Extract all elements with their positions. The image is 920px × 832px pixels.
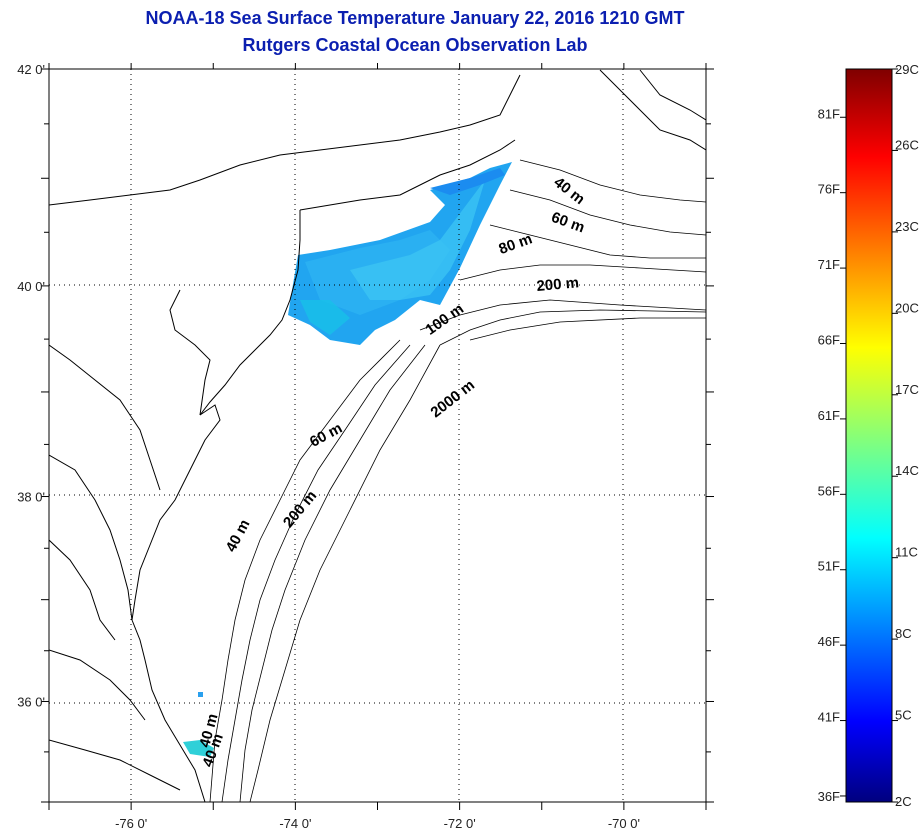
colorbar-label-fahrenheit: 61F xyxy=(818,408,840,423)
colorbar-label-fahrenheit: 76F xyxy=(818,182,840,197)
colorbar-label-celsius: 8C xyxy=(895,626,912,641)
sst-data-swath xyxy=(183,162,512,757)
colorbar-label-fahrenheit: 46F xyxy=(818,634,840,649)
temperature-colorbar: 29C 26C 23C 20C 17C 14C 11C 8C 5C 2C 81F 76F 71F 66F… xyxy=(818,62,919,809)
colorbar-label-fahrenheit: 36F xyxy=(818,789,840,804)
lat-label: 36 0' xyxy=(17,694,45,709)
colorbar-label-celsius: 17C xyxy=(895,382,919,397)
colorbar-label-celsius: 26C xyxy=(895,137,919,152)
colorbar-label-celsius: 11C xyxy=(895,545,918,560)
lat-label: 40 0' xyxy=(17,279,45,294)
colorbar-label-fahrenheit: 51F xyxy=(818,559,840,574)
colorbar-label-celsius: 14C xyxy=(895,463,919,478)
colorbar-label-celsius: 20C xyxy=(895,300,919,315)
lon-label: -76 0' xyxy=(115,816,147,831)
colorbar-label-celsius: 23C xyxy=(895,219,919,234)
colorbar-label-fahrenheit: 66F xyxy=(818,332,840,347)
contour-label: 200 m xyxy=(536,274,580,295)
colorbar-label-celsius: 5C xyxy=(895,708,912,723)
axis-ticks xyxy=(41,63,714,810)
coastline xyxy=(49,69,706,802)
lat-label: 38 0' xyxy=(17,490,45,505)
colorbar-gradient xyxy=(845,68,893,803)
colorbar-label-celsius: 2C xyxy=(895,794,912,809)
lon-label: -70 0' xyxy=(608,816,640,831)
colorbar-label-fahrenheit: 41F xyxy=(818,710,840,725)
map-frame xyxy=(48,68,707,803)
longitude-labels: -76 0' -74 0' -72 0' -70 0' xyxy=(115,816,640,831)
graticule xyxy=(49,69,706,802)
lon-label: -72 0' xyxy=(444,816,476,831)
map-title: NOAA-18 Sea Surface Temperature January … xyxy=(145,8,685,28)
lat-label: 42 0' xyxy=(17,62,45,77)
colorbar-label-celsius: 29C xyxy=(895,62,919,77)
map-subtitle: Rutgers Coastal Ocean Observation Lab xyxy=(242,35,588,55)
colorbar-label-fahrenheit: 56F xyxy=(818,483,840,498)
colorbar-label-fahrenheit: 81F xyxy=(818,106,840,121)
bathymetry-contours xyxy=(209,159,706,802)
colorbar-label-fahrenheit: 71F xyxy=(818,257,840,272)
latitude-labels: 42 0' 40 0' 38 0' 36 0' xyxy=(17,62,45,709)
lon-label: -74 0' xyxy=(279,816,311,831)
